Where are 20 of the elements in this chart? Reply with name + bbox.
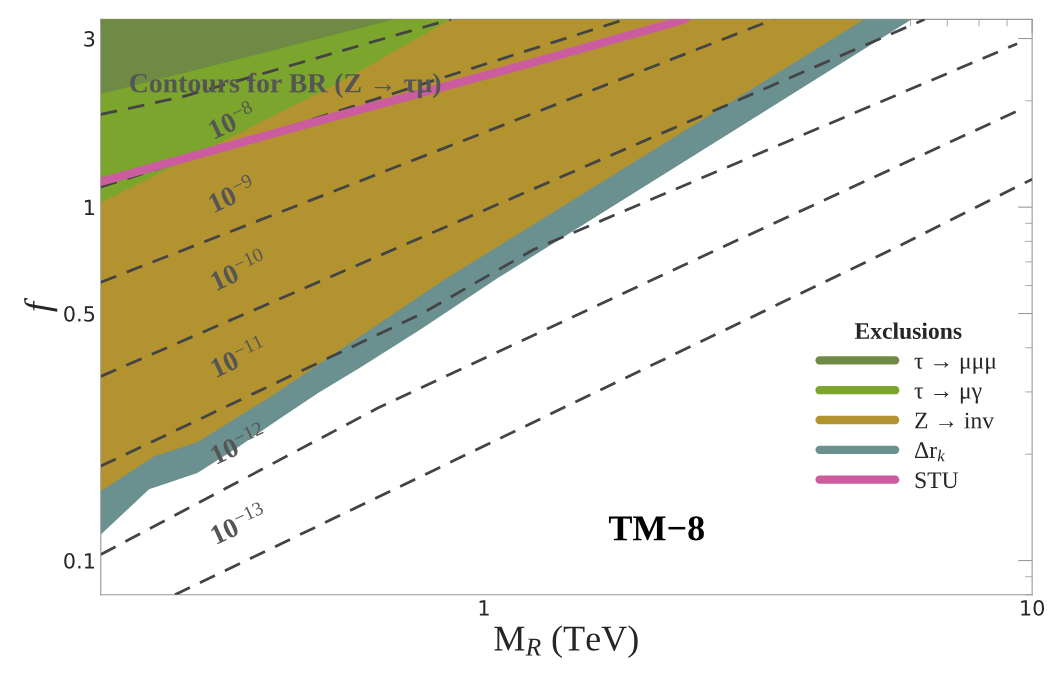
annotation: 10$^{−10}$ — [208, 247, 268, 291]
legend-label: Z → inv — [915, 412, 995, 429]
annotation: 10$^{−11}$ — [208, 334, 268, 378]
y-axis-title: f — [24, 297, 58, 312]
y-tick-label: 1 — [84, 199, 95, 216]
legend-label: Δr$_{k}$ — [914, 442, 945, 462]
y-tick-label: 3 — [84, 30, 95, 47]
annotation: 10$^{−12}$ — [208, 421, 268, 465]
annotation: 10$^{−8}$ — [206, 99, 257, 140]
x-axis-title: M$_{R}$ (TeV) — [494, 625, 638, 659]
legend-label: τ → μμμ — [914, 357, 996, 374]
y-tick-label: 0.1 — [64, 552, 95, 569]
legend-label: τ → μγ — [914, 387, 982, 404]
legend-title: Exclusions — [854, 322, 962, 340]
y-tick-label: 0.5 — [64, 305, 95, 322]
annotation: TM−8 — [608, 516, 704, 541]
x-tick-label: 10 — [1021, 600, 1045, 616]
annotation: 10$^{−9}$ — [206, 173, 257, 213]
annotation: 10$^{−13}$ — [208, 501, 268, 545]
legend-label: STU — [915, 472, 959, 489]
